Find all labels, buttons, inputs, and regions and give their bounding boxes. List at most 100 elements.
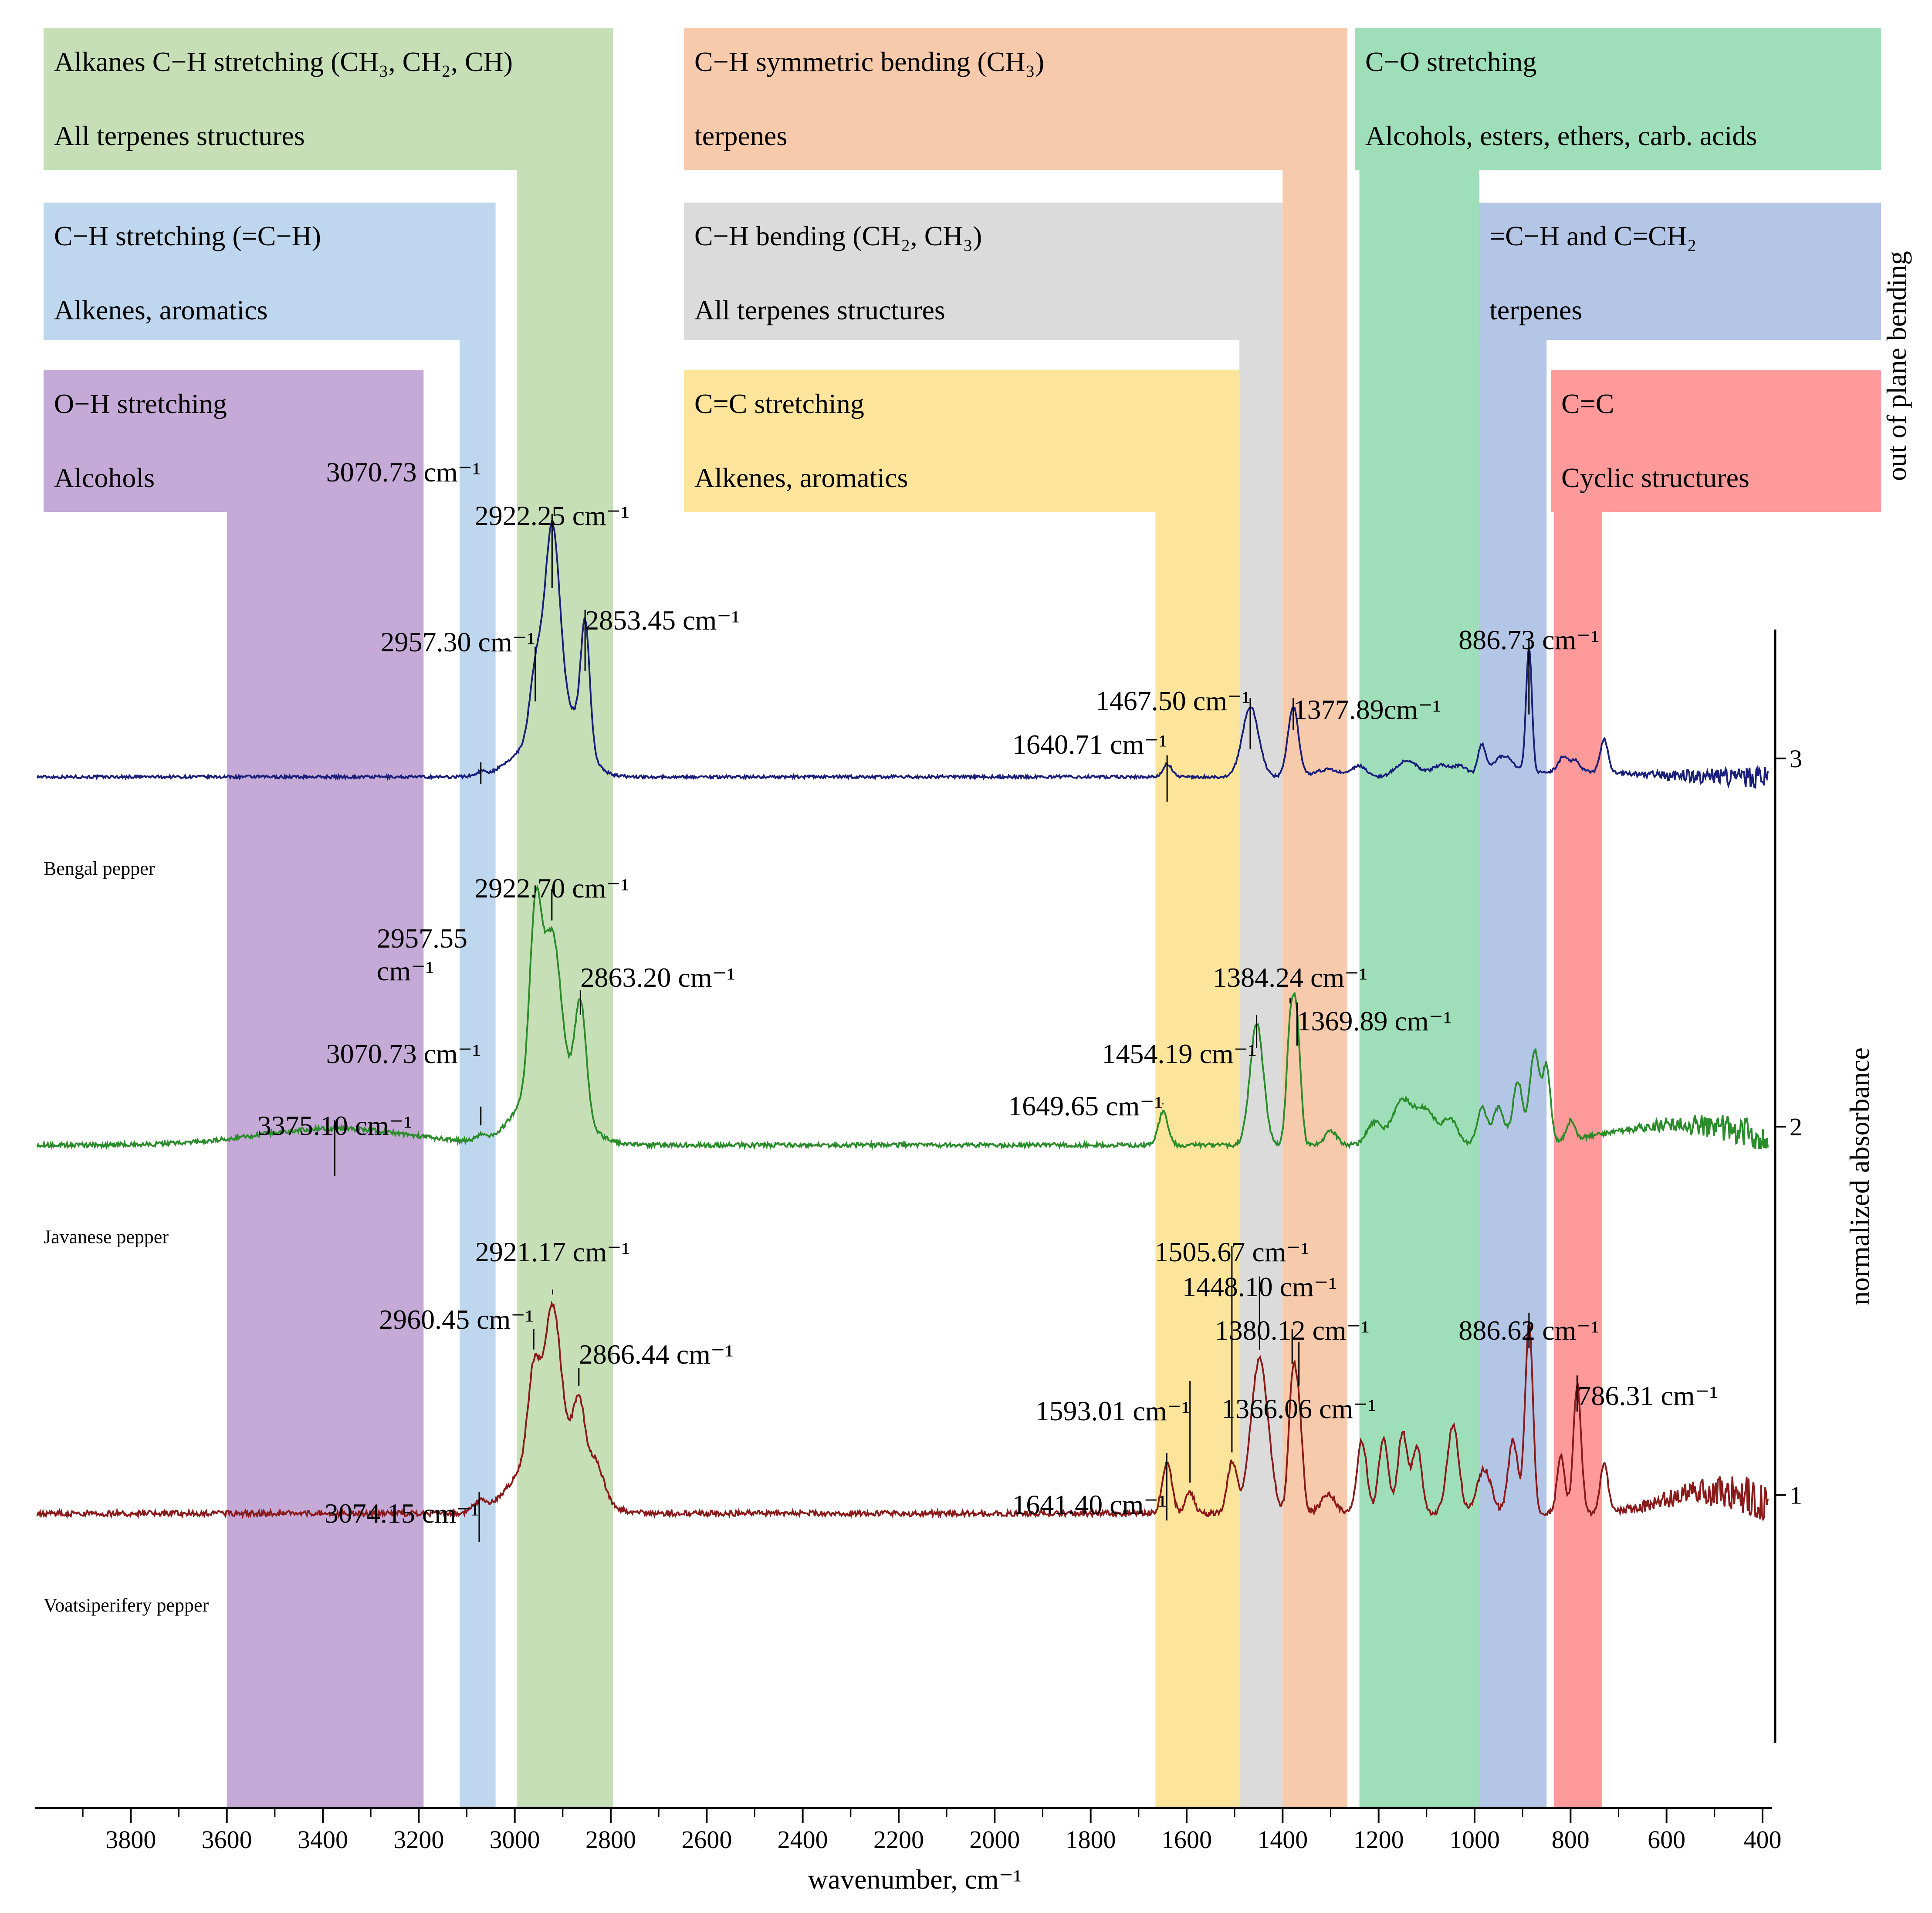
- peak-label: 3375.10 cm⁻¹: [257, 1110, 412, 1141]
- band-ch-bend: C−H bending (CH₂, CH₃) All terpenes struc…: [684, 203, 1283, 1808]
- x-tick-label: 400: [1743, 1825, 1781, 1854]
- x-tick-label: 2400: [778, 1825, 828, 1854]
- peak-label: 2922.70 cm⁻¹: [474, 873, 629, 904]
- peak-label: 1649.65 cm⁻¹: [1008, 1090, 1163, 1121]
- band-ch-bend-title: C−H bending (CH₂, CH₃): [694, 220, 982, 251]
- x-tick-label: 1200: [1353, 1825, 1404, 1854]
- band-ch-alkene-column: [459, 203, 496, 1808]
- band-ring-title: C=C: [1561, 388, 1614, 419]
- band-ring: C=C Cyclic structures: [1551, 370, 1881, 1808]
- band-cc-label-box: [684, 370, 1237, 512]
- x-axis-title: wavenumber, cm⁻¹: [808, 1864, 1022, 1895]
- band-ring-column: [1553, 370, 1602, 1808]
- peak-label: 1369.89 cm⁻¹: [1297, 1006, 1452, 1036]
- band-alkane-title: Alkanes C−H stretching (CH₃, CH₂, CH): [54, 46, 513, 77]
- x-tick-label: 2800: [585, 1825, 636, 1854]
- x-tick-label: 3600: [202, 1825, 252, 1854]
- peak-label: 1505.67 cm⁻¹: [1154, 1236, 1309, 1267]
- spectrum-javanese-pepper: [36, 884, 1769, 1151]
- sample-label-bengal-pepper: Bengal pepper: [44, 858, 155, 879]
- x-tick-label: 600: [1648, 1825, 1685, 1854]
- y-axis-title: normalized absorbance: [1844, 1047, 1875, 1305]
- y-tick-label: 2: [1790, 1113, 1802, 1141]
- band-cc: C=C stretching Alkenes, aromatics: [684, 370, 1240, 1808]
- band-oh-title: O−H stretching: [54, 388, 227, 419]
- x-tick-label: 3000: [490, 1825, 540, 1854]
- band-co-column: [1359, 28, 1479, 1808]
- peak-label: 1448.10 cm⁻¹: [1182, 1271, 1337, 1302]
- band-ch-bend-label-box: [684, 203, 1279, 340]
- x-tick-label: 3400: [298, 1825, 348, 1854]
- y-tick-label: 3: [1790, 745, 1802, 773]
- band-ch2-column: [1479, 203, 1547, 1808]
- x-tick-label: 2600: [681, 1825, 732, 1854]
- out-of-plane-bending-label: out of plane bending: [1881, 251, 1912, 481]
- band-ch-sym-title: C−H symmetric bending (CH₃): [694, 46, 1044, 77]
- x-tick-label: 1800: [1066, 1825, 1116, 1854]
- peak-label: 3070.73 cm⁻¹: [326, 457, 481, 488]
- x-tick-label: 2200: [873, 1825, 924, 1854]
- peak-label: 2866.44 cm⁻¹: [579, 1339, 734, 1370]
- band-ch-alkene-label-box: [44, 203, 494, 340]
- spectra: Bengal pepper Javanese pepper Voatsiperife…: [36, 519, 1769, 1616]
- peak-label: 2922.25 cm⁻¹: [475, 500, 629, 531]
- x-tick-label: 3800: [105, 1825, 156, 1854]
- band-oh-column: [227, 370, 424, 1808]
- band-ch2-subtitle: terpenes: [1489, 295, 1582, 325]
- band-ch-bend-subtitle: All terpenes structures: [694, 295, 945, 325]
- peak-annotations: 3070.73 cm⁻¹ 2957.30 cm⁻¹ 2922.25 cm⁻¹ 2853…: [257, 457, 1718, 1542]
- band-co-title: C−O stretching: [1365, 46, 1536, 77]
- x-tick-label: 1600: [1161, 1825, 1212, 1854]
- x-tick-label: 800: [1552, 1825, 1590, 1854]
- band-co: C−O stretching Alcohols, esters, ethers, …: [1355, 28, 1881, 1808]
- band-ch-sym-label-box: [684, 28, 1344, 170]
- band-alkane-column: [517, 28, 613, 1808]
- band-ch2: =C−H and C=CH₂ terpenes: [1479, 203, 1881, 1808]
- peak-label: 1641.40 cm⁻¹: [1012, 1489, 1167, 1520]
- peak-label: 886.73 cm⁻¹: [1458, 624, 1599, 655]
- band-ch-sym-column: [1282, 28, 1348, 1808]
- spectrum-bengal-pepper: [36, 519, 1769, 789]
- band-oh: O−H stretching Alcohols: [44, 370, 424, 1808]
- band-cc-subtitle: Alkenes, aromatics: [694, 462, 908, 493]
- band-ch-alkene: C−H stretching (=C−H) Alkenes, aromatics: [44, 203, 496, 1808]
- peak-label: 886.62 cm⁻¹: [1458, 1315, 1599, 1346]
- peak-label: 1454.19 cm⁻¹: [1102, 1038, 1256, 1069]
- band-ch-bend-column: [1239, 203, 1283, 1808]
- peak-label: 1640.71 cm⁻¹: [1012, 729, 1167, 760]
- spectrum-voatsiperifery-pepper: [36, 1300, 1769, 1522]
- band-cc-title: C=C stretching: [694, 388, 864, 419]
- x-tick-label: 1400: [1257, 1825, 1308, 1854]
- band-ring-label-box: [1551, 370, 1881, 512]
- band-cc-column: [1155, 370, 1240, 1808]
- band-alkane-subtitle: All terpenes structures: [54, 120, 305, 151]
- sample-label-javanese-pepper: Javanese pepper: [44, 1226, 169, 1247]
- band-ch-alkene-title: C−H stretching (=C−H): [54, 220, 321, 251]
- x-tick-label: 2000: [969, 1825, 1020, 1854]
- y-tick-label: 1: [1790, 1481, 1802, 1509]
- peak-label: 2853.45 cm⁻¹: [585, 605, 740, 636]
- peak-label: 786.31 cm⁻¹: [1577, 1380, 1718, 1411]
- x-tick-label: 3200: [393, 1825, 444, 1854]
- peak-label: 2960.45 cm⁻¹: [379, 1304, 534, 1335]
- peak-label: 1384.24 cm⁻¹: [1213, 962, 1367, 993]
- peak-label: 2957.55 cm⁻¹: [377, 923, 467, 986]
- peak-label: 2957.30 cm⁻¹: [381, 626, 535, 657]
- peak-label: 3070.73 cm⁻¹: [326, 1038, 481, 1069]
- band-ch-alkene-subtitle: Alkenes, aromatics: [54, 295, 268, 325]
- band-co-subtitle: Alcohols, esters, ethers, carb. acids: [1365, 120, 1757, 151]
- peak-label: 2921.17 cm⁻¹: [475, 1236, 630, 1267]
- peak-label: 1380.12 cm⁻¹: [1215, 1315, 1370, 1346]
- band-ch-sym: C−H symmetric bending (CH₃) terpenes: [684, 28, 1348, 1808]
- sample-label-voatsiperifery-pepper: Voatsiperifery pepper: [44, 1595, 209, 1616]
- peak-label: 1467.50 cm⁻¹: [1096, 685, 1250, 716]
- peak-label: 1366.06 cm⁻¹: [1221, 1393, 1376, 1424]
- peak-label: 1593.01 cm⁻¹: [1035, 1395, 1190, 1426]
- axes: wavenumber, cm⁻¹ normalized absorbance o…: [35, 251, 1912, 1895]
- x-tick-label: 1000: [1449, 1825, 1500, 1854]
- peak-label: 2863.20 cm⁻¹: [580, 962, 735, 993]
- peak-label: 3074.15 cm⁻¹: [325, 1498, 479, 1529]
- peak-label: 1377.89cm⁻¹: [1293, 694, 1441, 725]
